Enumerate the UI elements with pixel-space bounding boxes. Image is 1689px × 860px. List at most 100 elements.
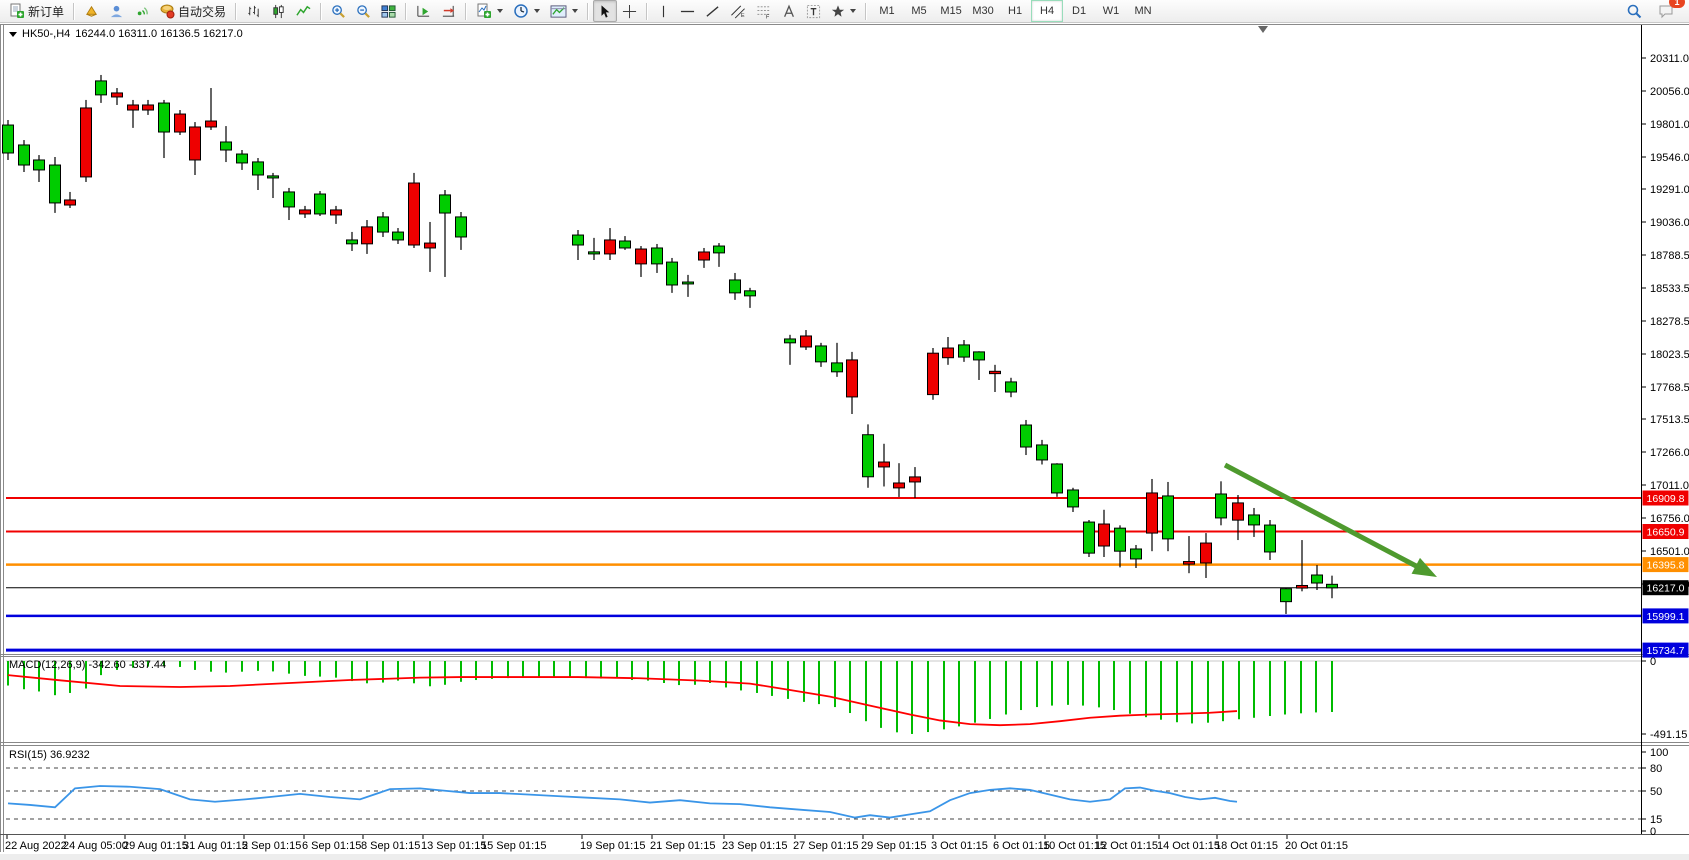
new-order-button[interactable]: 新订单 [4, 0, 69, 22]
timeframe-H1[interactable]: H1 [1008, 5, 1023, 17]
text-label-icon [806, 4, 821, 18]
price-tick-label: 17266.0 [1650, 447, 1689, 459]
candlestick [392, 231, 404, 241]
candlestick [1146, 492, 1158, 534]
candlestick [267, 175, 279, 179]
candlestick [64, 199, 76, 206]
date-label: 24 Aug 05:00 [63, 840, 128, 852]
price-level-badge [1642, 642, 1689, 658]
notifications-button[interactable]: 1 [1653, 0, 1685, 22]
chart-canvas[interactable]: 20311.0 20056.0 19801.0 19546.0 19291.0 19036… [0, 23, 1689, 860]
separator [865, 2, 868, 20]
label-tool-button[interactable] [801, 0, 826, 22]
main-toolbar: 新订单 自动交易 [0, 0, 1689, 23]
market-depth-button[interactable] [79, 0, 104, 22]
candlestick-icon [273, 4, 284, 18]
cursor-tool-button[interactable] [593, 0, 618, 22]
indicators-button[interactable] [471, 0, 508, 22]
trend-arrow-annotation[interactable] [1223, 462, 1437, 577]
candlestick [18, 144, 30, 166]
date-label: 12 Oct 01:15 [1095, 840, 1158, 852]
candlestick [682, 281, 694, 285]
auto-scroll-button[interactable] [411, 0, 436, 22]
candlestick [252, 161, 264, 176]
periods-button[interactable] [508, 0, 545, 22]
arrows-caret-icon [850, 9, 857, 13]
candlestick [831, 362, 843, 373]
arrows-tool-button[interactable] [826, 0, 861, 22]
svg-text:F: F [766, 14, 770, 18]
timeframe-W1[interactable]: W1 [1102, 5, 1120, 17]
timeframe-M30[interactable]: M30 [972, 5, 994, 17]
horizontal-line-icon [680, 10, 695, 12]
chart-symbol-period: HK50-,H4 [22, 28, 71, 40]
timeframe-H4[interactable]: H4 [1031, 0, 1064, 22]
timeframe-M15[interactable]: M15 [940, 5, 962, 17]
date-label: 20 Oct 01:15 [1285, 840, 1348, 852]
candlestick [604, 239, 616, 255]
templates-button[interactable] [545, 0, 583, 22]
candlestick [942, 347, 954, 359]
zoom-out-button[interactable] [351, 0, 376, 22]
algo-trading-button[interactable]: 自动交易 [154, 0, 231, 22]
community-button[interactable] [104, 0, 129, 22]
vertical-line-icon [662, 5, 665, 17]
search-icon [1627, 4, 1642, 19]
price-tick-label: 18533.5 [1650, 283, 1689, 295]
zoom-in-button[interactable] [326, 0, 351, 22]
price-tick-label: 17768.5 [1650, 382, 1689, 394]
line-chart-button[interactable] [291, 0, 316, 22]
separator [73, 2, 76, 20]
price-tick-label: 19036.0 [1650, 217, 1689, 229]
signal-icon [137, 6, 148, 15]
candlestick [651, 247, 663, 265]
crosshair-tool-button[interactable] [617, 0, 642, 22]
tile-windows-button[interactable] [376, 0, 401, 22]
collapse-triangle-icon[interactable] [9, 31, 17, 37]
bar-chart-button[interactable] [241, 0, 266, 22]
timeframe-M1[interactable]: M1 [879, 5, 895, 17]
candlestick [893, 482, 905, 489]
hline-tool-button[interactable] [675, 0, 700, 22]
candlestick [236, 153, 248, 164]
price-tick-label: 19546.0 [1650, 152, 1689, 164]
candlestick [220, 141, 232, 151]
text-icon [784, 4, 795, 17]
templates-caret-icon [572, 9, 579, 13]
text-tool-button[interactable] [777, 0, 801, 22]
candlestick [80, 107, 92, 178]
candlestick [1005, 381, 1017, 393]
candlestick [439, 194, 451, 214]
rsi-tick-label: 80 [1650, 763, 1662, 775]
timeframe-D1[interactable]: D1 [1072, 5, 1087, 17]
date-label: 19 Sep 01:15 [580, 840, 645, 852]
signals-button[interactable] [129, 0, 154, 22]
trend-arrow-head[interactable] [1411, 557, 1437, 577]
candlestick [1098, 523, 1110, 547]
separator [405, 2, 408, 20]
date-label: 18 Oct 01:15 [1215, 840, 1278, 852]
price-tick-label: 18023.5 [1650, 349, 1689, 361]
candlestick [1326, 583, 1338, 589]
macd-signal-line [7, 674, 1238, 727]
fibonacci-tool-button[interactable]: F [751, 0, 777, 22]
candle-chart-button[interactable] [266, 0, 291, 22]
channel-tool-button[interactable]: E [725, 0, 751, 22]
date-label: 27 Sep 01:15 [793, 840, 858, 852]
date-label: 23 Sep 01:15 [722, 840, 787, 852]
timeframe-MN[interactable]: MN [1134, 5, 1152, 17]
trendline-tool-button[interactable] [700, 0, 725, 22]
candlestick [1130, 548, 1142, 560]
search-button[interactable] [1621, 0, 1647, 22]
date-label: 14 Oct 01:15 [1157, 840, 1220, 852]
trend-arrow-line[interactable] [1223, 462, 1420, 570]
chart-shift-button[interactable] [436, 0, 461, 22]
timeframe-M5[interactable]: M5 [911, 5, 927, 17]
chart-title: HK50-,H4 16244.0 16311.0 16136.5 16217.0 [9, 28, 243, 40]
chart-window[interactable]: HK50-,H4 16244.0 16311.0 16136.5 16217.0… [0, 23, 1689, 860]
vline-tool-button[interactable] [652, 0, 675, 22]
auto-scroll-icon [417, 5, 430, 17]
profile-icon [110, 5, 123, 17]
candlestick [958, 344, 970, 358]
algo-trading-label: 自动交易 [178, 4, 227, 19]
